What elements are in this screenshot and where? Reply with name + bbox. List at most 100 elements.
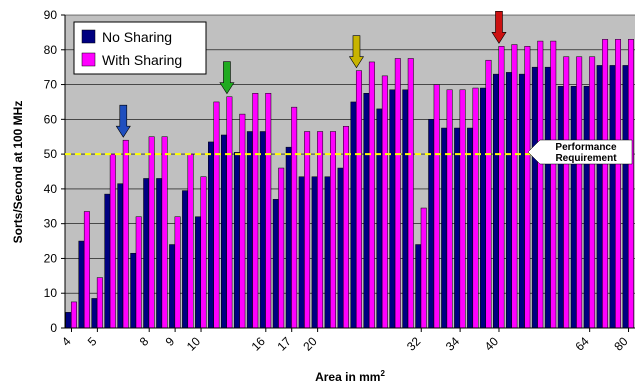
bar-with-sharing <box>394 58 401 329</box>
bar-no-sharing <box>78 240 85 329</box>
bar-with-sharing <box>355 70 362 329</box>
bar-with-sharing <box>265 93 272 329</box>
x-axis-title-superscript: 2 <box>380 369 385 378</box>
legend: No Sharing With Sharing <box>73 21 207 75</box>
bar-no-sharing <box>285 146 292 329</box>
bar-with-sharing <box>148 136 155 329</box>
bar-no-sharing <box>622 65 629 329</box>
bar-no-sharing <box>376 108 383 329</box>
y-axis-title: Sorts/Second at 100 MHz <box>11 101 25 244</box>
bar-no-sharing <box>195 216 202 329</box>
y-tick-label: 70 <box>44 78 58 92</box>
y-tick-label: 20 <box>44 251 58 265</box>
bar-no-sharing <box>480 87 487 329</box>
bar-no-sharing <box>182 190 189 329</box>
highlight-arrows <box>115 11 507 138</box>
bar-with-sharing <box>498 46 505 329</box>
bar-no-sharing <box>156 178 163 329</box>
bar-with-sharing <box>511 44 518 329</box>
y-axis-ticks: 0 10 20 30 40 50 60 70 80 90 <box>44 8 65 335</box>
bar-with-sharing <box>459 89 466 329</box>
bar-with-sharing <box>122 139 129 329</box>
bar-with-sharing <box>433 84 440 329</box>
bar-with-sharing <box>446 89 453 329</box>
bar-with-sharing <box>407 58 414 329</box>
x-tick-label: 8 <box>137 334 152 349</box>
bar-no-sharing <box>143 178 150 329</box>
bar-no-sharing <box>454 127 461 329</box>
bar-no-sharing <box>415 244 422 329</box>
bar-no-sharing <box>117 183 124 329</box>
performance-requirement-callout: Performance Requirement <box>527 139 633 165</box>
bar-with-sharing <box>174 216 181 329</box>
callout-line-1: Performance <box>555 142 617 153</box>
x-tick-label: 4 <box>59 334 74 349</box>
bar-with-sharing <box>330 131 336 329</box>
callout-line-2: Requirement <box>555 153 617 164</box>
bar-with-sharing <box>96 277 103 329</box>
bar-no-sharing <box>130 252 137 329</box>
bar-no-sharing <box>518 73 525 329</box>
bar-no-sharing <box>531 66 538 329</box>
bar-with-sharing <box>485 59 492 329</box>
bar-with-sharing <box>278 167 285 329</box>
bar-no-sharing <box>324 176 331 329</box>
legend-label-with-sharing: With Sharing <box>102 52 182 68</box>
highlight-arrow <box>219 61 235 95</box>
x-tick-label: 5 <box>85 334 100 349</box>
bar-with-sharing <box>109 153 116 329</box>
x-tick-label: 64 <box>572 334 592 354</box>
bar-no-sharing <box>596 65 603 329</box>
bar-with-sharing <box>524 46 531 329</box>
bar-with-sharing <box>239 113 246 329</box>
highlight-arrow <box>348 35 365 69</box>
bar-no-sharing <box>65 312 72 329</box>
y-tick-label: 10 <box>44 286 58 300</box>
bar-with-sharing <box>252 93 259 329</box>
bar-with-sharing <box>602 39 609 329</box>
bar-with-sharing <box>537 40 544 329</box>
bar-with-sharing <box>200 176 207 329</box>
bar-with-sharing <box>550 40 557 329</box>
bar-no-sharing <box>583 86 590 329</box>
legend-swatch-with-sharing <box>81 52 96 67</box>
bar-with-sharing <box>368 61 375 329</box>
bar-no-sharing <box>441 127 448 329</box>
x-tick-label: 80 <box>611 334 631 354</box>
bar-no-sharing <box>570 86 577 329</box>
bar-with-sharing <box>563 56 570 329</box>
bar-with-sharing <box>472 87 479 329</box>
x-tick-label: 40 <box>482 334 502 354</box>
bar-no-sharing <box>363 93 370 329</box>
bar-no-sharing <box>557 86 564 329</box>
y-tick-label: 60 <box>44 112 58 126</box>
callout-shape <box>527 139 633 165</box>
bar-with-sharing <box>317 131 324 329</box>
bar-with-sharing <box>589 56 596 329</box>
y-tick-label: 30 <box>44 217 58 231</box>
bar-no-sharing <box>246 131 253 329</box>
legend-box <box>73 21 207 75</box>
bar-no-sharing <box>467 127 474 329</box>
bar-with-sharing <box>213 101 220 329</box>
bar-with-sharing <box>343 126 349 329</box>
bar-with-sharing <box>135 216 142 329</box>
bar-no-sharing <box>169 244 176 329</box>
bar-no-sharing <box>402 89 409 329</box>
x-tick-label: 20 <box>300 334 320 354</box>
bar-no-sharing <box>350 101 357 329</box>
bar-no-sharing <box>220 134 227 329</box>
bar-no-sharing <box>337 167 344 329</box>
x-tick-label: 10 <box>184 334 204 354</box>
bar-no-sharing <box>272 199 279 329</box>
x-axis-ticks: 4589101617203234406480160 <box>59 328 631 354</box>
legend-swatch-no-sharing <box>81 29 96 44</box>
bar-with-sharing <box>576 56 583 329</box>
bar-no-sharing <box>298 176 305 329</box>
x-tick-label: 16 <box>249 334 269 354</box>
x-tick-label: 34 <box>443 334 463 354</box>
bar-with-sharing <box>291 106 298 329</box>
bar-no-sharing <box>493 73 499 329</box>
bar-no-sharing <box>505 72 512 329</box>
